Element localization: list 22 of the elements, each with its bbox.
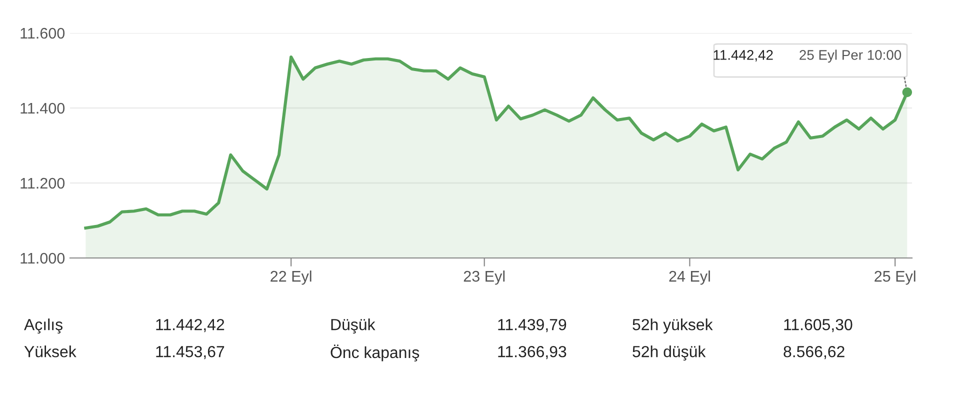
text: 11.442,42: [156, 318, 224, 332]
annotation: 25 Eyl Per 10:00: [800, 50, 902, 63]
y-tick-label: 11.400: [20, 102, 65, 114]
x-tick-label: 23 Eyl: [464, 270, 505, 285]
y-tick-label: 11.200: [20, 178, 65, 189]
y-tick-label: 11.000: [20, 252, 65, 264]
text: 11.366,93: [498, 346, 566, 360]
text: Önc kapanış: [330, 344, 420, 362]
y-tick-label: 11.600: [20, 28, 65, 39]
annotation: 11.442,42: [714, 50, 773, 62]
x-tick-label: 25 Eyl: [874, 270, 916, 285]
text: Düşük: [331, 318, 376, 334]
x-tick-label: 24 Eyl: [669, 270, 710, 285]
x-tick-label: 22 Eyl: [270, 270, 312, 285]
text: 11.605,30: [784, 318, 852, 332]
text: 52h düşük: [632, 346, 706, 360]
text: Yüksek: [24, 346, 76, 358]
text: Açılış: [24, 318, 62, 334]
text: 11.453,67: [156, 346, 224, 360]
text: 11.439,79: [498, 318, 566, 332]
text: 8.566,62: [784, 346, 844, 360]
text: 52h yüksek: [632, 318, 713, 334]
